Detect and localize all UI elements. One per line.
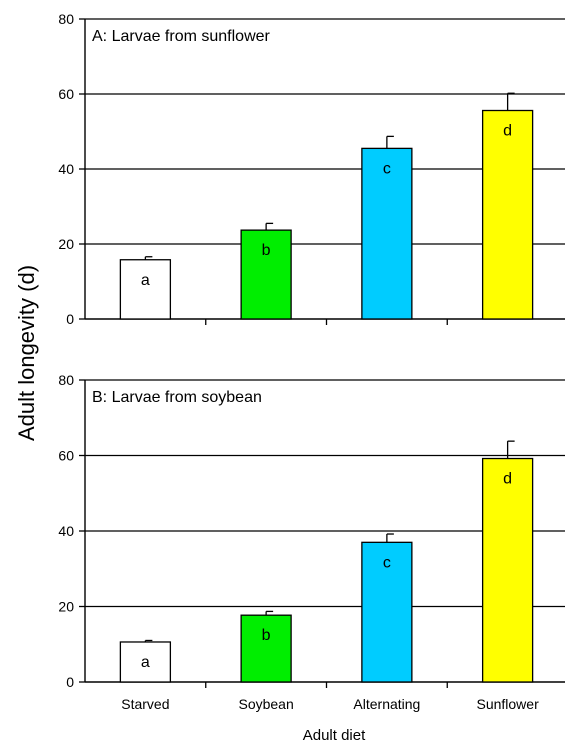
x-tick-label: Alternating <box>353 696 420 712</box>
y-tick-label: 60 <box>58 86 74 102</box>
bar-sunflower <box>481 109 534 320</box>
y-tick-label: 20 <box>58 599 74 615</box>
significance-letter: b <box>262 242 271 259</box>
significance-letter: b <box>262 627 271 644</box>
x-tick-label: Soybean <box>238 696 293 712</box>
bar-alternating <box>361 147 413 320</box>
significance-letter: d <box>503 123 512 140</box>
significance-letter: d <box>503 471 512 488</box>
panel-title: B: Larvae from soybean <box>92 389 262 406</box>
significance-letter: a <box>141 654 150 671</box>
bar-starved <box>119 641 172 683</box>
bar-starved <box>119 259 172 320</box>
y-axis-title: Adult longevity (d) <box>14 265 39 441</box>
y-tick-label: 60 <box>58 448 74 464</box>
bar-soybean <box>240 614 292 683</box>
x-axis-title: Adult diet <box>303 727 366 744</box>
bar-alternating <box>361 541 413 683</box>
x-tick-label: Sunflower <box>476 696 539 712</box>
y-tick-label: 40 <box>58 523 74 539</box>
bar-sunflower <box>481 457 534 683</box>
y-tick-label: 80 <box>58 372 74 388</box>
significance-letter: a <box>141 272 150 289</box>
y-tick-label: 0 <box>66 311 74 327</box>
y-tick-label: 0 <box>66 674 74 690</box>
y-tick-label: 20 <box>58 236 74 252</box>
panel-title: A: Larvae from sunflower <box>92 28 271 45</box>
bar-soybean <box>240 229 292 320</box>
significance-letter: c <box>383 160 391 177</box>
x-tick-label: Starved <box>121 696 169 712</box>
significance-letter: c <box>383 554 391 571</box>
chart-panel-a: 0 20 40 60 80 A: Larvae from sunflower a b c d <box>58 11 565 327</box>
y-tick-label: 80 <box>58 11 74 27</box>
chart-panel-b: 0 20 40 60 80 B: Larvae from soybean a Starved b… <box>58 372 565 712</box>
y-tick-label: 40 <box>58 161 74 177</box>
